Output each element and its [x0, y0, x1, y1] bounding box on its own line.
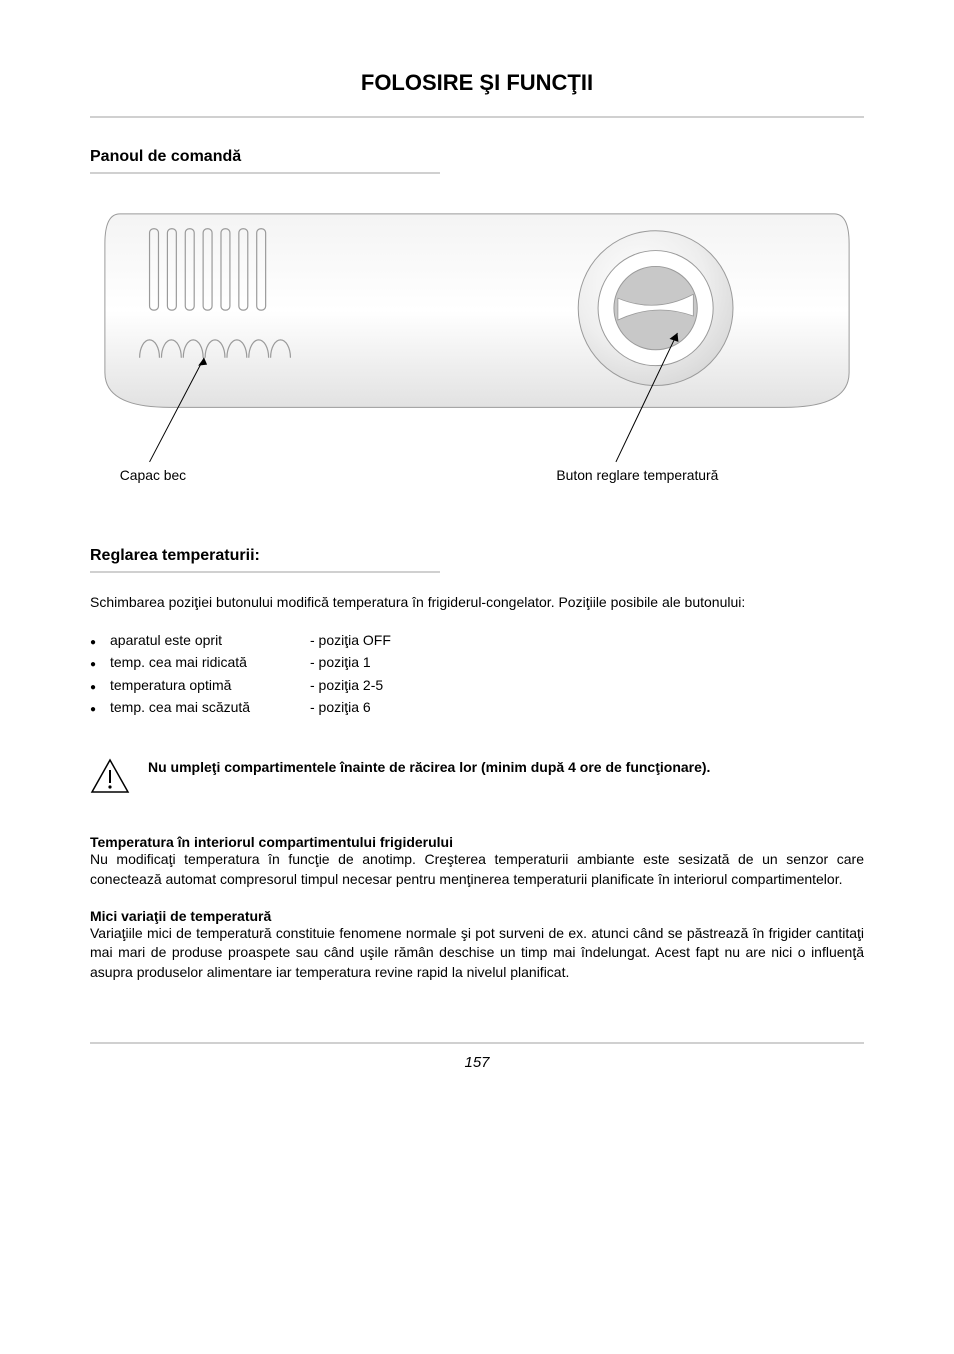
section-heading-panel: Panoul de comandă [90, 148, 864, 166]
warning-text: Nu umpleţi compartimentele înainte de ră… [148, 758, 710, 778]
warning-icon [90, 758, 130, 794]
position-row: temperatura optimă- poziţia 2-5 [90, 674, 864, 696]
body-heading-1: Temperatura în interiorul compartimentul… [90, 834, 864, 850]
position-text: temp. cea mai ridicată [110, 651, 310, 673]
bullet-icon [90, 629, 110, 651]
divider-bottom [90, 1042, 864, 1044]
divider-full [90, 116, 864, 118]
position-row: temp. cea mai scăzută- poziţia 6 [90, 696, 864, 718]
bullet-icon [90, 674, 110, 696]
position-value: - poziţia 1 [310, 651, 371, 673]
svg-text:Buton reglare temperatură: Buton reglare temperatură [556, 467, 718, 483]
section-heading-temp: Reglarea temperaturii: [90, 547, 864, 565]
bullet-icon [90, 696, 110, 718]
control-panel-diagram: Capac bec Buton reglare temperatură [90, 194, 864, 497]
body-paragraph-2: Variaţiile mici de temperatură constitui… [90, 924, 864, 983]
page-number: 157 [90, 1054, 864, 1071]
positions-list: aparatul este oprit- poziţia OFFtemp. ce… [90, 629, 864, 719]
position-value: - poziţia 6 [310, 696, 371, 718]
page-title: FOLOSIRE ŞI FUNCŢII [90, 70, 864, 96]
divider-half-1 [90, 172, 440, 174]
intro-text: Schimbarea poziţiei butonului modifică t… [90, 593, 864, 611]
position-value: - poziţia OFF [310, 629, 391, 651]
warning-block: Nu umpleţi compartimentele înainte de ră… [90, 758, 864, 794]
svg-text:Capac bec: Capac bec [120, 467, 186, 483]
divider-half-2 [90, 571, 440, 573]
position-text: temp. cea mai scăzută [110, 696, 310, 718]
body-heading-2: Mici variaţii de temperatură [90, 908, 864, 924]
position-row: aparatul este oprit- poziţia OFF [90, 629, 864, 651]
position-text: temperatura optimă [110, 674, 310, 696]
position-row: temp. cea mai ridicată- poziţia 1 [90, 651, 864, 673]
body-paragraph-1: Nu modificaţi temperatura în funcţie de … [90, 850, 864, 889]
bullet-icon [90, 651, 110, 673]
position-value: - poziţia 2-5 [310, 674, 383, 696]
panel-svg: Capac bec Buton reglare temperatură [90, 194, 864, 492]
position-text: aparatul este oprit [110, 629, 310, 651]
